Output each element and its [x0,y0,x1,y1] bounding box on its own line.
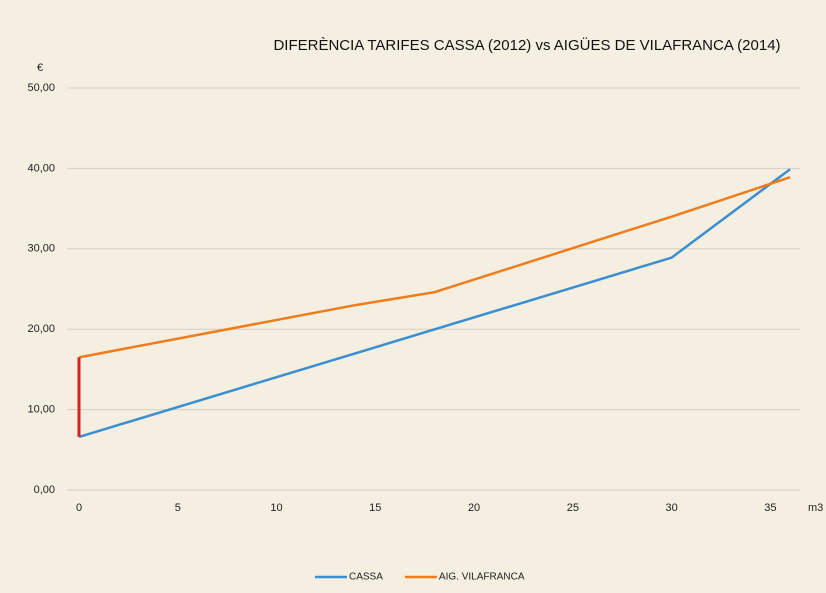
series-line [78,176,791,359]
y-axis-label: € [37,62,43,74]
chart-title: DIFERÈNCIA TARIFES CASSA (2012) vs AIGÜE… [273,36,780,54]
x-tick-label: 0 [76,502,82,514]
y-tick-label: 30,00 [27,243,55,255]
x-axis-label: m3 [808,502,823,514]
x-tick-label: 5 [175,502,181,514]
x-tick-label: 25 [567,502,579,514]
y-tick-label: 40,00 [27,162,55,174]
x-tick-label: 30 [665,502,677,514]
x-tick-label: 20 [468,502,480,514]
x-tick-label: 10 [270,502,282,514]
x-tick-label: 15 [369,502,381,514]
x-tick-label: 35 [764,502,776,514]
y-tick-label: 20,00 [27,323,55,335]
y-tick-label: 0,00 [34,484,55,496]
y-tick-label: 50,00 [27,82,55,94]
y-tick-label: 10,00 [27,404,55,416]
legend-label: AIG. VILAFRANCA [439,572,525,583]
series-line [78,168,791,439]
legend-label: CASSA [349,572,383,583]
